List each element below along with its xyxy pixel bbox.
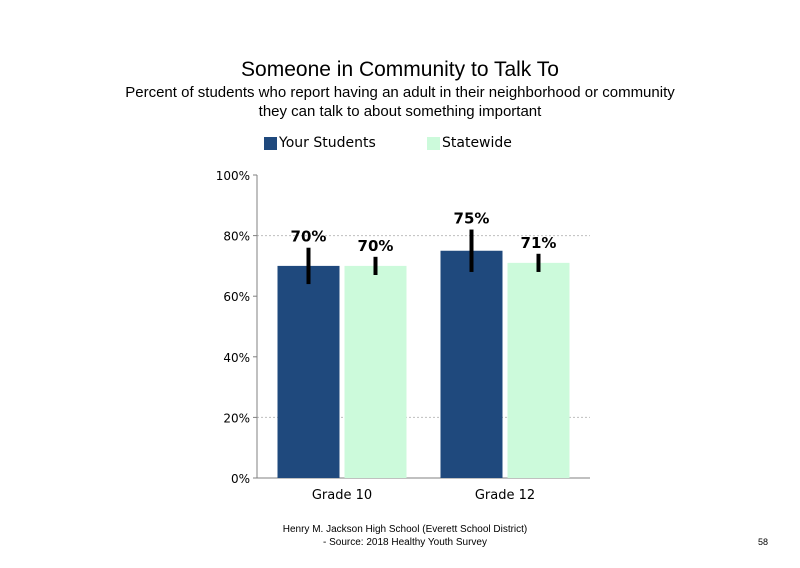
chart-title: Someone in Community to Talk To [241,58,559,81]
legend-swatch-your-students [264,136,277,150]
legend-item-statewide: Statewide [427,134,512,152]
y-tick-label-100: 100% [216,169,250,183]
bar-your-students-grade-10 [277,265,340,478]
y-tick-label-60: 60% [223,290,250,304]
legend-label-statewide: Statewide [442,135,512,151]
y-tick-label-80: 80% [223,230,250,244]
footer-school: Henry M. Jackson High School (Everett Sc… [282,524,528,535]
data-label-statewide-grade-12: 71% [521,234,557,252]
x-tick-label-grade-12: Grade 12 [475,488,535,503]
legend-label-your-students: Your Students [279,135,376,151]
bar-statewide-grade-12 [507,262,570,478]
page-number: 58 [758,537,769,547]
legend-swatch-statewide [427,136,440,150]
legend-item-your-students: Your Students [264,134,376,152]
footer-source: Henry M. Jackson High School (Everett Sc… [250,523,560,549]
y-tick-label-0: 0% [231,472,250,486]
data-label-statewide-grade-10: 70% [358,237,394,255]
data-label-your-students-grade-10: 70% [291,228,327,246]
data-label-your-students-grade-12: 75% [454,210,490,228]
x-tick-label-grade-10: Grade 10 [312,488,372,503]
subtitle-line-2: they can talk to about something importa… [258,103,542,120]
subtitle-line-1: Percent of students who report having an… [125,84,675,101]
chart-subtitle: Percent of students who report having an… [0,83,800,121]
y-tick-label-40: 40% [223,351,250,365]
y-tick-label-20: 20% [223,411,250,425]
bar-your-students-grade-12 [440,250,503,478]
footer-source-line: - Source: 2018 Healthy Youth Survey [323,537,487,548]
bar-statewide-grade-10 [344,265,407,478]
